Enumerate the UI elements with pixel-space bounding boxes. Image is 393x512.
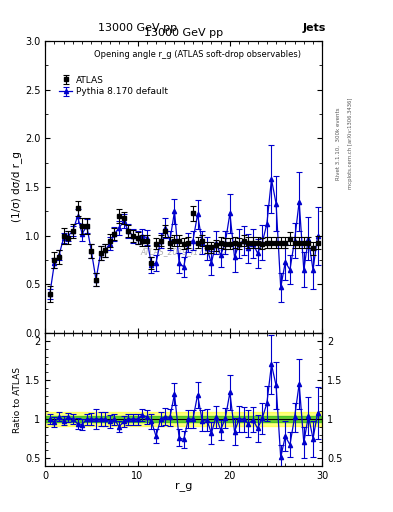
Y-axis label: (1/σ) dσ/d r_g: (1/σ) dσ/d r_g bbox=[11, 152, 22, 223]
Text: Opening angle r_g (ATLAS soft-drop observables): Opening angle r_g (ATLAS soft-drop obser… bbox=[94, 50, 301, 59]
Text: mcplots.cern.ch [arXiv:1306.3436]: mcplots.cern.ch [arXiv:1306.3436] bbox=[348, 98, 353, 189]
X-axis label: r_g: r_g bbox=[175, 482, 193, 492]
Text: Jets: Jets bbox=[303, 23, 326, 33]
Text: ATLAS_2019_I1772062: ATLAS_2019_I1772062 bbox=[140, 247, 228, 256]
Y-axis label: Ratio to ATLAS: Ratio to ATLAS bbox=[13, 367, 22, 433]
Text: 13000 GeV pp: 13000 GeV pp bbox=[98, 23, 177, 33]
Text: 13000 GeV pp: 13000 GeV pp bbox=[144, 28, 223, 38]
Legend: ATLAS, Pythia 8.170 default: ATLAS, Pythia 8.170 default bbox=[58, 75, 169, 97]
Text: Rivet 3.1.10,  300k events: Rivet 3.1.10, 300k events bbox=[336, 107, 341, 180]
